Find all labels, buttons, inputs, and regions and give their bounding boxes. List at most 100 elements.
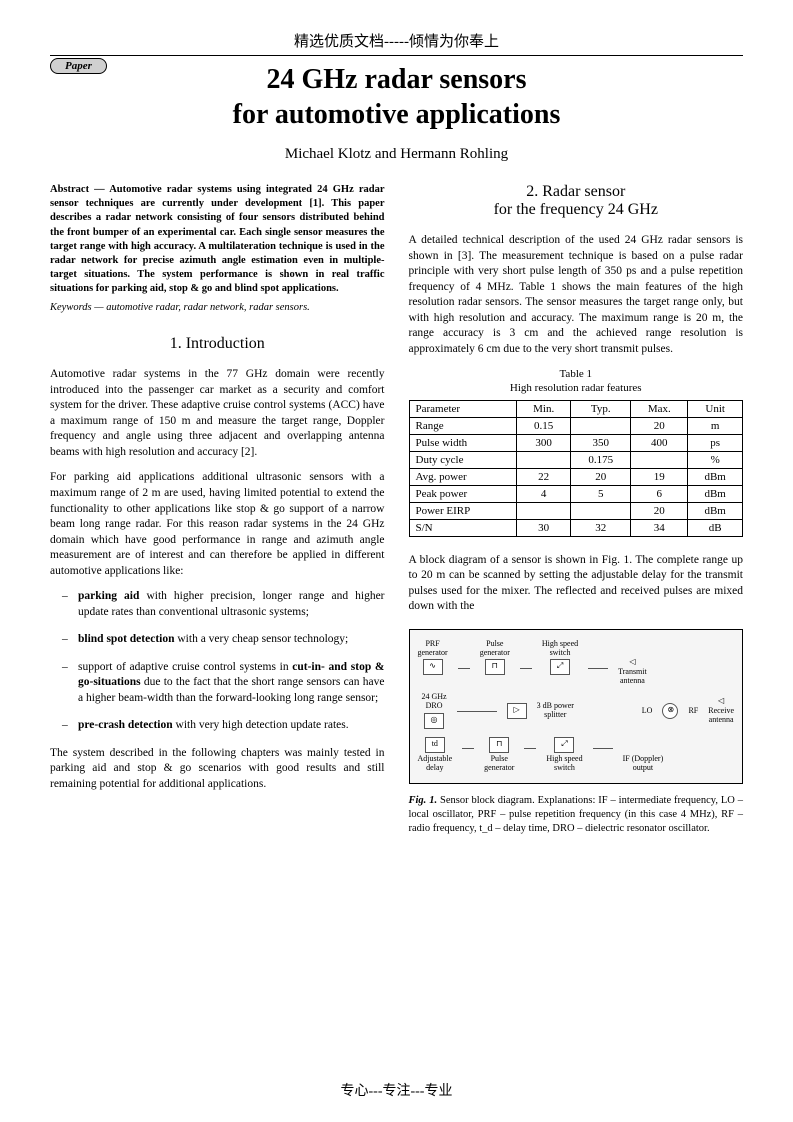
application-list: parking aid with higher precision, longe… — [50, 589, 385, 734]
left-column: Abstract — Automotive radar systems usin… — [50, 183, 385, 836]
table-header: Unit — [688, 400, 743, 417]
table-cell: Power EIRP — [409, 502, 517, 519]
fig-label-lo: LO — [642, 707, 653, 716]
table-cell: 300 — [517, 434, 571, 451]
fig-label-switch1: High speed switch — [542, 640, 578, 658]
intro-paragraph-1: Automotive radar systems in the 77 GHz d… — [50, 367, 385, 460]
list-item: parking aid with higher precision, longe… — [68, 589, 385, 620]
table-row: Avg. power222019dBm — [409, 468, 743, 485]
table-cell: dBm — [688, 468, 743, 485]
fig-node-delay: td — [425, 737, 445, 753]
table-cell: Avg. power — [409, 468, 517, 485]
section-2-title-l2: for the frequency 24 GHz — [494, 201, 658, 218]
table-caption-l2: High resolution radar features — [510, 382, 642, 394]
fig-label-dro: 24 GHz DRO — [422, 693, 447, 711]
title-line-1: 24 GHz radar sensors — [266, 64, 526, 95]
sec2-paragraph-2: A block diagram of a sensor is shown in … — [409, 553, 744, 615]
table-cell: Range — [409, 417, 517, 434]
header-chinese: 精选优质文档-----倾情为你奉上 — [50, 30, 743, 51]
table-caption-l1: Table 1 — [559, 368, 592, 380]
fig-node-pulse2: ⊓ — [489, 737, 509, 753]
fig-label-prf: PRF generator — [418, 640, 448, 658]
table-cell: 32 — [571, 519, 631, 536]
table-cell: 20 — [631, 502, 688, 519]
features-table: Parameter Min. Typ. Max. Unit Range0.15 2… — [409, 400, 744, 537]
figure-1: PRF generator ∿ Pulse generator ⊓ High s… — [409, 629, 744, 784]
list-item: pre-crash detection with very high detec… — [68, 718, 385, 734]
table-cell — [517, 502, 571, 519]
fig-label-rf: RF — [688, 707, 698, 716]
fig-node-mixer: ⊗ — [662, 703, 678, 719]
table-row: Peak power456dBm — [409, 485, 743, 502]
table-cell — [631, 451, 688, 468]
table-header-row: Parameter Min. Typ. Max. Unit — [409, 400, 743, 417]
table-row: Range0.15 20m — [409, 417, 743, 434]
fig-node-switch2: ⤢ — [554, 737, 574, 753]
fig-caption-text: Sensor block diagram. Explanations: IF –… — [409, 795, 744, 834]
table-row: Duty cycle0.175% — [409, 451, 743, 468]
table-header: Min. — [517, 400, 571, 417]
table-cell: m — [688, 417, 743, 434]
intro-paragraph-3: The system described in the following ch… — [50, 746, 385, 793]
table-cell: ps — [688, 434, 743, 451]
figure-1-caption: Fig. 1. Sensor block diagram. Explanatio… — [409, 794, 744, 837]
antenna-icon: ◁ — [718, 697, 724, 705]
list-item-text: with very high detection update rates. — [173, 719, 349, 731]
table-cell: 19 — [631, 468, 688, 485]
table-cell: 5 — [571, 485, 631, 502]
table-cell: 30 — [517, 519, 571, 536]
paper-badge: Paper — [50, 58, 107, 74]
list-item-pre: support of adaptive cruise control syste… — [78, 661, 292, 673]
list-item-bold: pre-crash detection — [78, 719, 173, 731]
section-2-title-l1: 2. Radar sensor — [526, 183, 625, 200]
table-row: S/N303234dB — [409, 519, 743, 536]
section-1-title: 1. Introduction — [50, 335, 385, 353]
fig-label-pulse1: Pulse generator — [480, 640, 510, 658]
table-cell — [571, 417, 631, 434]
list-item-bold: parking aid — [78, 590, 139, 602]
intro-paragraph-2: For parking aid applications additional … — [50, 470, 385, 579]
table-cell: 20 — [571, 468, 631, 485]
table-row: Pulse width300350400ps — [409, 434, 743, 451]
table-cell: % — [688, 451, 743, 468]
table-cell: 350 — [571, 434, 631, 451]
table-cell: Pulse width — [409, 434, 517, 451]
table-cell: dB — [688, 519, 743, 536]
table-cell: 20 — [631, 417, 688, 434]
table-cell: 34 — [631, 519, 688, 536]
table-cell: 0.15 — [517, 417, 571, 434]
table-cell: dBm — [688, 485, 743, 502]
fig-node-switch: ⤢ — [550, 659, 570, 675]
table-cell: 22 — [517, 468, 571, 485]
list-item: blind spot detection with a very cheap s… — [68, 632, 385, 648]
table-header: Parameter — [409, 400, 517, 417]
fig-label-pulse2: Pulse generator — [484, 755, 514, 773]
sec2-paragraph-1: A detailed technical description of the … — [409, 233, 744, 357]
table-row: Power EIRP 20dBm — [409, 502, 743, 519]
table-cell: S/N — [409, 519, 517, 536]
fig-caption-label: Fig. 1. — [409, 795, 438, 806]
header-rule — [50, 55, 743, 56]
title-line-2: for automotive applications — [233, 99, 561, 130]
fig-label-splitter: 3 dB power splitter — [537, 702, 574, 720]
fig-node-pulse: ⊓ — [485, 659, 505, 675]
fig-node-splitter: ▷ — [507, 703, 527, 719]
fig-label-txant: Transmit antenna — [618, 668, 647, 686]
table-cell: Peak power — [409, 485, 517, 502]
section-2-title: 2. Radar sensor for the frequency 24 GHz — [409, 183, 744, 219]
table-cell: Duty cycle — [409, 451, 517, 468]
footer-chinese: 专心---专注---专业 — [0, 1080, 793, 1100]
abstract: Abstract — Automotive radar systems usin… — [50, 183, 385, 296]
fig-label-switch2: High speed switch — [546, 755, 582, 773]
fig-label-delay: Adjustable delay — [418, 755, 453, 773]
page-title: 24 GHz radar sensors for automotive appl… — [50, 62, 743, 132]
list-item: support of adaptive cruise control syste… — [68, 660, 385, 707]
fig-node-osc: ∿ — [423, 659, 443, 675]
table-header: Max. — [631, 400, 688, 417]
table-cell: dBm — [688, 502, 743, 519]
keywords: Keywords — automotive radar, radar netwo… — [50, 302, 385, 313]
authors: Michael Klotz and Hermann Rohling — [50, 146, 743, 163]
table-header: Typ. — [571, 400, 631, 417]
table-caption: Table 1 High resolution radar features — [409, 367, 744, 396]
table-cell — [571, 502, 631, 519]
